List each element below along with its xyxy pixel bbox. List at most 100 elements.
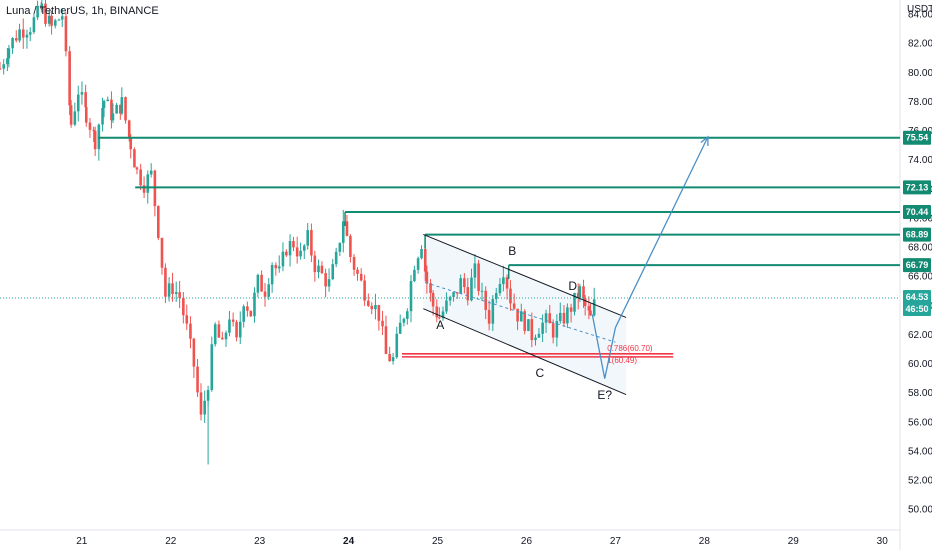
x-tick-label: 27 <box>610 536 622 547</box>
candle-body <box>285 251 288 256</box>
candle-body <box>423 249 427 272</box>
candle-body <box>367 300 370 306</box>
candle-body <box>523 311 527 331</box>
candle-body <box>102 101 106 108</box>
candle-body <box>288 241 292 256</box>
y-tick-label: 52.00 <box>908 475 932 486</box>
candle-body <box>491 299 495 324</box>
level-tag-label: 68.89 <box>906 230 929 240</box>
candle-body <box>256 274 260 293</box>
x-tick-label: 26 <box>521 536 533 547</box>
candle-body <box>235 321 238 338</box>
candle-body <box>157 206 160 238</box>
candle-body <box>398 322 402 334</box>
candle-body <box>356 269 359 274</box>
candle-body <box>569 307 573 312</box>
candle-body <box>487 309 491 324</box>
candle-body <box>221 337 224 340</box>
candle-body <box>217 324 221 338</box>
x-tick-label: 28 <box>699 536 711 547</box>
candle-body <box>274 265 278 269</box>
candle-body <box>267 284 271 297</box>
y-tick-label: 58.00 <box>908 388 932 399</box>
candle-body <box>370 305 374 310</box>
candle-body <box>558 312 562 322</box>
fib-label: 0.786(60.70) <box>607 344 653 353</box>
candle-body <box>92 129 95 131</box>
candle-body <box>253 292 256 317</box>
candle-body <box>7 48 11 59</box>
candle-body <box>84 107 88 123</box>
candle-body <box>6 58 9 65</box>
candle-body <box>516 308 519 322</box>
candle-body <box>512 303 516 309</box>
candle-body <box>555 321 559 338</box>
candle-body <box>260 274 263 292</box>
candle-body <box>21 29 25 38</box>
candle-body <box>178 292 181 298</box>
candle-body <box>295 247 299 257</box>
candle-body <box>587 306 591 311</box>
candle-body <box>299 250 302 257</box>
candle-body <box>463 278 466 288</box>
candle-body <box>502 277 505 285</box>
y-tick-label: 66.00 <box>908 272 932 283</box>
wave-label: C <box>535 366 544 380</box>
candle-body <box>68 51 71 106</box>
level-tag-label: 72.13 <box>906 182 929 192</box>
y-tick-label: 80.00 <box>908 68 932 79</box>
candle-body <box>213 324 217 345</box>
candle-body <box>129 137 133 150</box>
candle-body <box>80 92 84 95</box>
y-tick-label: 74.00 <box>908 155 932 166</box>
candle-body <box>317 265 320 273</box>
x-tick-label: 21 <box>76 536 88 547</box>
y-tick-label: 78.00 <box>908 97 932 108</box>
candle-body <box>57 19 61 21</box>
projection-path <box>591 136 709 379</box>
x-tick-label: 22 <box>165 536 177 547</box>
wave-label: A <box>436 318 444 332</box>
candle-body <box>110 99 113 121</box>
candle-body <box>50 15 53 26</box>
candle-body <box>14 38 18 41</box>
candle-body <box>530 319 534 341</box>
candle-body <box>84 92 87 108</box>
candle-body <box>338 242 342 252</box>
candle-body <box>413 269 416 282</box>
candle-body <box>592 299 596 316</box>
candle-body <box>25 34 29 38</box>
candle-body <box>402 318 406 323</box>
candle-body <box>562 312 566 324</box>
candle-body <box>452 292 455 297</box>
candle-body <box>576 292 580 298</box>
price-axis[interactable]: 84.0082.0080.0078.0076.0074.0072.0070.00… <box>903 4 932 516</box>
candle-body <box>541 322 544 334</box>
candle-body <box>374 304 377 310</box>
candle-body <box>242 306 245 322</box>
x-tick-label: 30 <box>877 536 889 547</box>
candle-body <box>182 297 185 316</box>
candle-body <box>494 293 498 300</box>
candle-body <box>88 122 92 130</box>
candle-body <box>352 256 356 270</box>
candle-body <box>101 107 104 125</box>
candle-body <box>548 313 552 324</box>
candle-body <box>341 221 345 243</box>
candle-body <box>133 149 136 168</box>
x-tick-label: 29 <box>788 536 800 547</box>
countdown-label: 46:50 <box>905 304 928 314</box>
candle-body <box>210 344 214 390</box>
channel-upper-line <box>423 233 627 318</box>
candle-body <box>551 323 555 338</box>
candle-body <box>238 321 242 338</box>
time-axis[interactable]: 21 22 23 24 25 26 27 28 29 30 <box>76 536 888 547</box>
candle-body <box>349 235 352 257</box>
candle-body <box>498 284 502 294</box>
candle-body <box>484 290 488 310</box>
channel-lower-line <box>423 308 627 396</box>
candle-body <box>313 255 317 273</box>
candle-body <box>409 281 413 312</box>
symbol-title: Luna / TetherUS, 1h, BINANCE <box>6 5 159 17</box>
